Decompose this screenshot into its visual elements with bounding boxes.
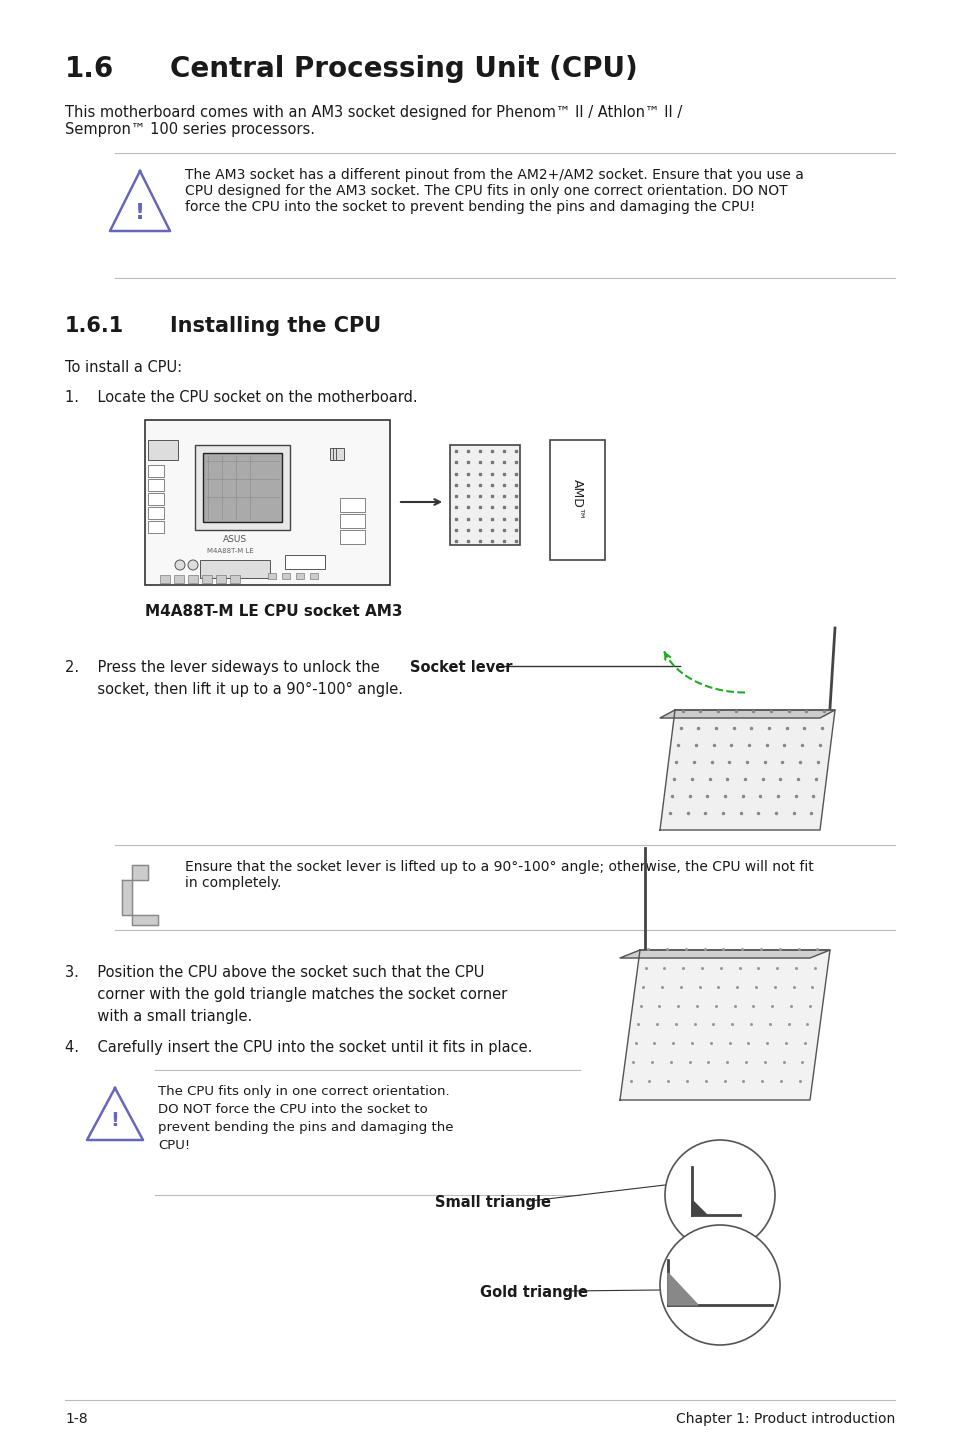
Text: Small triangle: Small triangle <box>435 1194 551 1210</box>
Circle shape <box>174 560 185 570</box>
Text: The AM3 socket has a different pinout from the AM2+/AM2 socket. Ensure that you : The AM3 socket has a different pinout fr… <box>185 168 803 215</box>
Text: prevent bending the pins and damaging the: prevent bending the pins and damaging th… <box>158 1121 453 1134</box>
Text: CPU!: CPU! <box>158 1138 190 1151</box>
Bar <box>335 448 344 460</box>
Text: Gold triangle: Gold triangle <box>479 1285 587 1300</box>
Text: !: ! <box>111 1111 119 1130</box>
Text: 1.6: 1.6 <box>65 54 114 83</box>
Bar <box>148 478 164 491</box>
Bar <box>330 448 337 460</box>
Polygon shape <box>659 710 834 831</box>
Text: The CPU fits only in one correct orientation.: The CPU fits only in one correct orienta… <box>158 1085 449 1098</box>
Bar <box>282 573 290 579</box>
Bar <box>310 573 317 579</box>
Text: with a small triangle.: with a small triangle. <box>65 1010 252 1024</box>
Bar <box>145 420 390 586</box>
Circle shape <box>664 1140 774 1250</box>
Text: Installing the CPU: Installing the CPU <box>170 316 381 337</box>
Bar <box>215 576 226 583</box>
Bar <box>450 445 519 546</box>
Text: corner with the gold triangle matches the socket corner: corner with the gold triangle matches th… <box>65 987 507 1002</box>
Polygon shape <box>122 881 158 925</box>
Text: 4.    Carefully insert the CPU into the socket until it fits in place.: 4. Carefully insert the CPU into the soc… <box>65 1040 532 1055</box>
Text: DO NOT force the CPU into the socket to: DO NOT force the CPU into the socket to <box>158 1103 427 1116</box>
Bar <box>295 573 304 579</box>
Text: socket, then lift it up to a 90°-100° angle.: socket, then lift it up to a 90°-100° an… <box>65 682 402 697</box>
Polygon shape <box>667 1273 698 1305</box>
Bar <box>194 445 290 530</box>
Text: To install a CPU:: To install a CPU: <box>65 359 182 375</box>
Bar <box>148 493 164 505</box>
Bar <box>203 453 282 523</box>
Bar <box>148 507 164 518</box>
Circle shape <box>659 1224 780 1345</box>
Polygon shape <box>619 949 829 1100</box>
Bar <box>230 576 240 583</box>
Text: 1.6.1: 1.6.1 <box>65 316 124 337</box>
Bar <box>339 514 365 528</box>
Bar <box>333 448 340 460</box>
Text: !: ! <box>134 203 145 223</box>
Text: 3.    Position the CPU above the socket such that the CPU: 3. Position the CPU above the socket suc… <box>65 965 484 979</box>
Bar <box>550 440 604 560</box>
Bar <box>339 498 365 513</box>
Polygon shape <box>619 949 829 958</box>
Text: Central Processing Unit (CPU): Central Processing Unit (CPU) <box>170 54 638 83</box>
Bar <box>188 576 198 583</box>
Bar <box>148 465 164 477</box>
Bar <box>200 560 270 579</box>
Text: This motherboard comes with an AM3 socket designed for Phenom™ II / Athlon™ II /: This motherboard comes with an AM3 socke… <box>65 105 681 137</box>
Bar <box>268 573 275 579</box>
Text: M4A88T-M LE CPU socket AM3: M4A88T-M LE CPU socket AM3 <box>145 604 402 619</box>
Text: M4A88T-M LE: M4A88T-M LE <box>207 548 253 554</box>
Text: Ensure that the socket lever is lifted up to a 90°-100° angle; otherwise, the CP: Ensure that the socket lever is lifted u… <box>185 861 813 891</box>
Text: AMD™: AMD™ <box>571 480 583 521</box>
Bar <box>148 521 164 533</box>
Text: Socket lever: Socket lever <box>410 660 512 674</box>
Bar <box>148 440 178 460</box>
Bar <box>160 576 170 583</box>
Bar <box>173 576 184 583</box>
Bar <box>202 576 212 583</box>
Text: ASUS: ASUS <box>223 536 247 544</box>
Polygon shape <box>110 170 170 231</box>
Text: Chapter 1: Product introduction: Chapter 1: Product introduction <box>675 1412 894 1426</box>
Bar <box>339 530 365 544</box>
Text: 1.    Locate the CPU socket on the motherboard.: 1. Locate the CPU socket on the motherbo… <box>65 390 417 405</box>
Text: 2.    Press the lever sideways to unlock the: 2. Press the lever sideways to unlock th… <box>65 660 379 674</box>
Polygon shape <box>87 1088 143 1140</box>
Polygon shape <box>691 1200 706 1214</box>
Text: 1-8: 1-8 <box>65 1412 88 1426</box>
Polygon shape <box>659 710 834 717</box>
Circle shape <box>188 560 198 570</box>
Polygon shape <box>132 865 148 881</box>
Bar <box>285 556 325 569</box>
